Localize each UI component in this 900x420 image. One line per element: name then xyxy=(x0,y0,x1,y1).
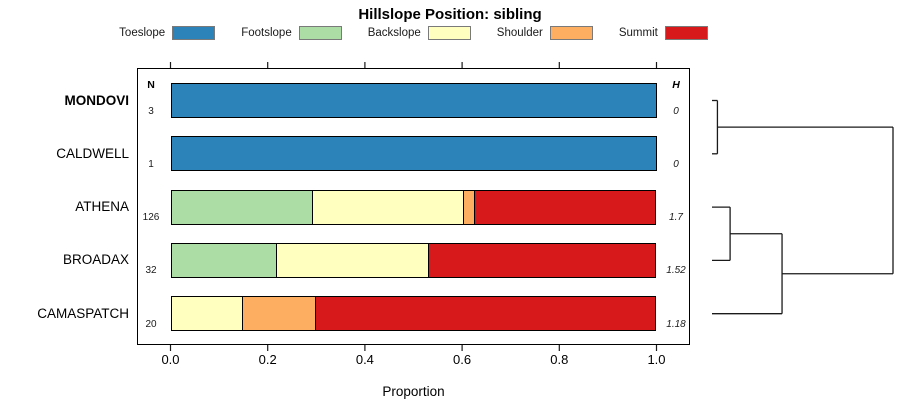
x-axis-tick-label: 0.8 xyxy=(550,352,569,367)
bar-segment-summit xyxy=(475,189,657,225)
row-n-value: 20 xyxy=(145,318,157,330)
stacked-bar xyxy=(170,242,657,278)
bar-segment-summit xyxy=(428,242,657,278)
bar-segment-backslope xyxy=(276,242,429,278)
legend-label: Footslope xyxy=(241,27,292,39)
stacked-bar xyxy=(170,189,657,225)
row-label: ATHENA xyxy=(75,199,129,215)
stacked-bar xyxy=(170,296,657,332)
x-axis-title: Proportion xyxy=(382,384,445,399)
legend-label: Summit xyxy=(618,27,658,39)
plot-panel xyxy=(137,68,690,345)
x-axis-tick-label: 0.4 xyxy=(355,352,374,367)
legend: Toeslope Footslope Backslope Shoulder Summit xyxy=(119,25,708,41)
n-column-header: N xyxy=(147,79,155,91)
row-label: MONDOVI xyxy=(64,92,129,108)
legend-item: Toeslope xyxy=(119,26,216,40)
legend-swatch xyxy=(664,26,708,40)
legend-swatch xyxy=(549,26,593,40)
h-column-header: H xyxy=(672,79,680,91)
row-h-value: 1.52 xyxy=(666,265,686,277)
row-h-value: 1.7 xyxy=(669,212,683,224)
legend-label: Backslope xyxy=(367,27,421,39)
chart-title: Hillslope Position: sibling xyxy=(358,6,542,23)
legend-swatch xyxy=(427,26,471,40)
legend-item: Shoulder xyxy=(497,26,593,40)
x-axis-tick-label: 0.6 xyxy=(453,352,472,367)
stacked-bar xyxy=(170,136,657,172)
bar-segment-shoulder xyxy=(243,296,317,332)
stacked-bar xyxy=(170,83,657,118)
bar-segment-footslope xyxy=(170,189,314,225)
bar-segment-toeslope xyxy=(170,83,657,118)
row-n-value: 1 xyxy=(148,158,154,170)
legend-swatch xyxy=(298,26,342,40)
row-h-value: 0 xyxy=(673,158,679,170)
row-h-value: 1.18 xyxy=(666,318,686,330)
legend-label: Shoulder xyxy=(496,27,543,39)
bar-segment-toeslope xyxy=(170,136,657,172)
row-h-value: 0 xyxy=(673,105,679,117)
x-axis-tick-label: 0.0 xyxy=(161,352,180,367)
row-label: BROADAX xyxy=(62,252,129,268)
bar-segment-footslope xyxy=(170,242,277,278)
row-label: CALDWELL xyxy=(56,145,129,161)
bar-segment-shoulder xyxy=(463,189,476,225)
x-axis-tick-label: 0.2 xyxy=(258,352,277,367)
row-n-value: 126 xyxy=(142,212,160,224)
bar-segment-summit xyxy=(316,296,657,332)
legend-item: Summit xyxy=(619,26,708,40)
bar-segment-backslope xyxy=(170,296,244,332)
bar-segment-backslope xyxy=(313,189,464,225)
legend-swatch xyxy=(172,26,216,40)
legend-item: Backslope xyxy=(368,26,471,40)
legend-label: Toeslope xyxy=(119,27,166,39)
x-axis-tick-label: 1.0 xyxy=(647,352,666,367)
row-n-value: 3 xyxy=(148,105,154,117)
legend-item: Footslope xyxy=(241,26,342,40)
row-n-value: 32 xyxy=(145,265,157,277)
row-label: CAMASPATCH xyxy=(37,305,129,321)
